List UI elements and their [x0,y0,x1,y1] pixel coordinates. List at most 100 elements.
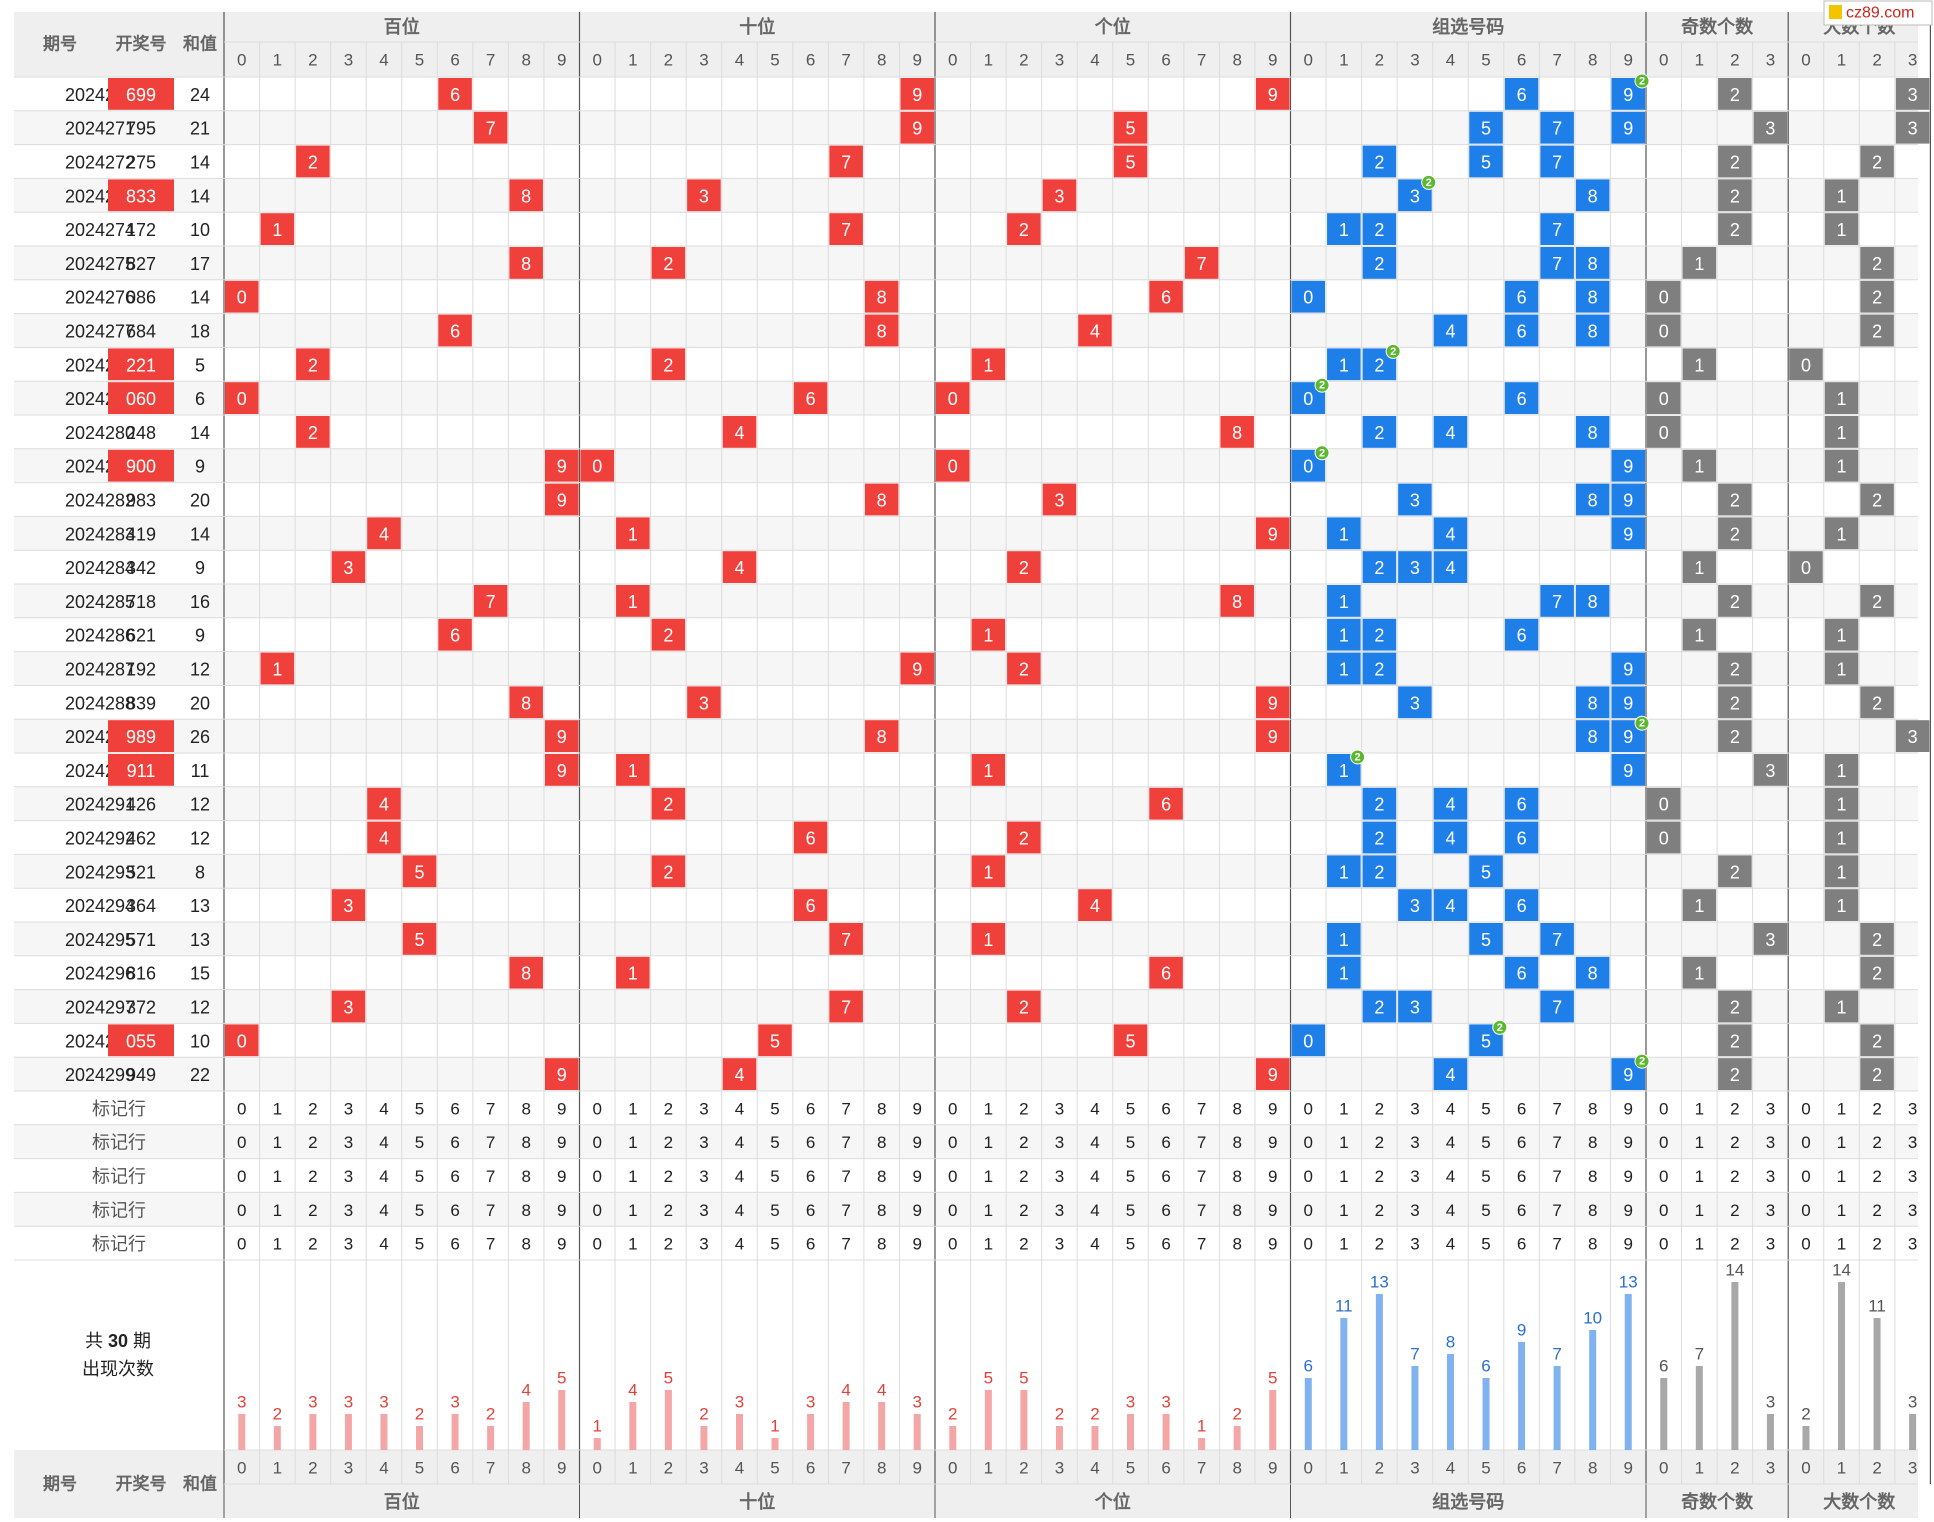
tens-ball [651,618,686,651]
marker-digit: 1 [1339,1133,1348,1152]
hundreds-ball [473,111,508,144]
marker-digit: 5 [1126,1133,1135,1152]
marker-digit: 6 [1161,1167,1170,1186]
occurrence-label: 3 [1126,1393,1135,1412]
hundreds-ball [544,754,579,786]
table-row-background [14,820,1918,855]
marker-digit: 2 [308,1099,317,1118]
number-cell: 839 [126,693,156,713]
group-header-group: 组选号码 [1432,16,1504,37]
big-count-ball [1860,923,1894,955]
table-row-background [14,989,1918,1024]
digit-footer: 2 [1872,1459,1881,1478]
group-ball [1433,416,1468,448]
digit-footer: 8 [1588,1459,1597,1478]
repeat-badge [1634,715,1650,731]
marker-digit: 3 [1055,1167,1064,1186]
hundreds-ball-label: 8 [521,964,531,984]
units-ball-label: 8 [1232,592,1242,612]
units-ball-label: 2 [1019,829,1029,849]
group-ball [1504,889,1539,921]
marker-digit: 7 [486,1099,495,1118]
digit-header: 0 [593,51,602,70]
digit-footer: 1 [273,1459,282,1478]
marker-digit: 6 [450,1167,459,1186]
tens-ball [651,348,686,381]
digit-footer: 6 [450,1459,459,1478]
odd-count-ball-label: 1 [1694,254,1704,274]
big-count-ball [1824,449,1859,482]
group-ball [1575,720,1610,752]
odd-count-ball-label: 3 [1765,761,1775,781]
occurrence-label: 11 [1868,1297,1886,1316]
group-ball [1611,754,1645,786]
units-ball-label: 6 [1161,288,1171,308]
number-highlight [108,720,174,752]
marker-digit: 7 [1197,1133,1206,1152]
big-count-ball-label: 2 [1872,491,1882,511]
marker-digit: 9 [1623,1133,1632,1152]
marker-digit: 4 [1090,1133,1099,1152]
group-ball [1398,551,1432,583]
group-ball-label: 8 [1588,186,1598,206]
group-ball-label: 1 [1339,761,1349,781]
big-count-ball [1895,111,1930,144]
marker-digit: 8 [1232,1201,1241,1220]
tens-ball [829,990,863,1023]
group-ball [1398,889,1432,921]
big-count-ball [1860,956,1894,989]
big-count-ball [1789,348,1823,381]
units-ball [1042,483,1077,516]
issue-cell: 2024283 [65,524,135,544]
marker-digit: 5 [415,1201,424,1220]
hundreds-ball [296,416,330,448]
column-header-issue: 期号 [43,35,77,54]
number-cell: 172 [126,220,156,240]
units-ball-label: 9 [1268,85,1278,105]
units-ball-label: 2 [1019,660,1029,680]
hundreds-ball-label: 6 [450,626,460,646]
occurrence-bar [1055,1426,1063,1450]
tens-ball-label: 0 [592,457,602,477]
occurrence-bar [273,1426,281,1450]
group-ball-label: 3 [1410,693,1420,713]
issue-cell: 2024280 [65,423,135,443]
digit-header: 1 [1339,51,1348,70]
big-count-ball [1824,618,1859,651]
digit-header: 1 [1837,51,1846,70]
occurrence-bar [1091,1426,1099,1450]
occurrence-label: 2 [415,1405,424,1424]
marker-digit: 6 [806,1099,815,1118]
group-ball [1327,923,1361,955]
marker-digit: 1 [1837,1201,1846,1220]
hundreds-ball [438,78,472,110]
tens-ball [651,855,686,888]
marker-digit: 5 [770,1133,779,1152]
marker-digit: 6 [1161,1099,1170,1118]
marker-digit: 3 [344,1133,353,1152]
sum-cell: 14 [190,186,210,206]
big-count-ball [1824,382,1859,414]
sum-cell: 14 [190,288,210,308]
sum-cell: 12 [190,998,210,1018]
number-cell: 275 [126,153,156,173]
marker-digit: 7 [841,1099,850,1118]
tens-ball-label: 5 [770,1031,780,1051]
table-row-background [14,955,1918,990]
big-count-ball [1824,787,1859,820]
marker-digit: 2 [1375,1133,1384,1152]
group-ball-label: 7 [1552,998,1562,1018]
units-ball [1149,787,1183,820]
marker-digit: 2 [1872,1133,1881,1152]
big-count-ball-label: 1 [1837,186,1847,206]
marker-digit: 2 [1872,1099,1881,1118]
marker-digit: 5 [1481,1167,1490,1186]
digit-header: 7 [1552,51,1561,70]
big-count-ball [1789,551,1823,583]
tens-ball-label: 6 [806,829,816,849]
big-count-ball [1824,855,1859,888]
group-ball-label: 8 [1588,693,1598,713]
marker-digit: 3 [1766,1201,1775,1220]
digit-header: 2 [1019,51,1028,70]
occurrence-label: 9 [1517,1321,1526,1340]
